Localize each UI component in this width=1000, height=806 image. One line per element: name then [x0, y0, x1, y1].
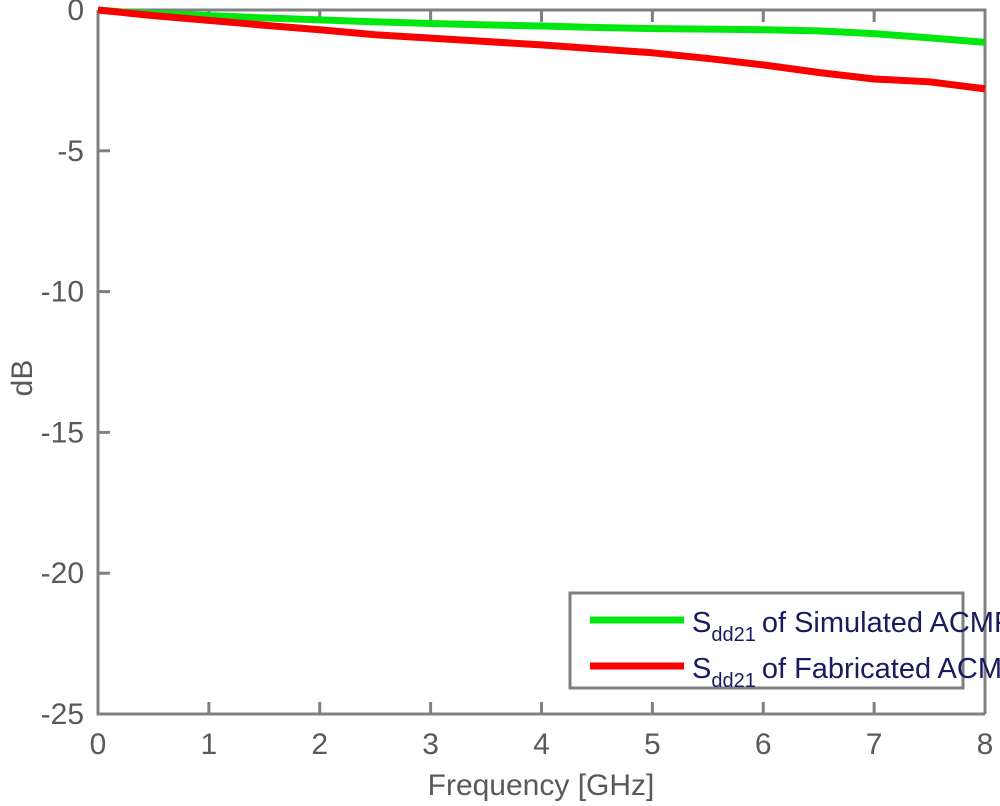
x-tick-label-6: 6 — [755, 728, 772, 761]
x-tick-label-7: 7 — [866, 728, 883, 761]
legend-label-fabricated: Sdd21 of Fabricated ACMF — [692, 653, 1000, 692]
legend-label-fabricated-sub: dd21 — [711, 670, 756, 692]
y-tick-label-0: 0 — [67, 0, 84, 27]
y-tick-label-1: -5 — [57, 135, 84, 168]
x-axis-ticks — [96, 10, 987, 714]
y-axis-tick-labels: 0 -5 -10 -15 -20 -25 — [41, 0, 84, 731]
y-tick-label-3: -15 — [41, 416, 84, 449]
legend-label-simulated-rest: of Simulated ACMF — [762, 607, 1000, 639]
legend-label-simulated: Sdd21 of Simulated ACMF — [692, 607, 1000, 646]
y-axis-ticks — [98, 8, 110, 716]
series-line-0 — [97, 6, 986, 46]
data-series-group — [97, 6, 986, 93]
y-tick-label-4: -20 — [41, 557, 84, 590]
x-tick-label-5: 5 — [644, 728, 661, 761]
chart-legend[interactable]: Sdd21 of Simulated ACMF Sdd21 of Fabricate… — [568, 591, 1000, 692]
legend-box — [568, 591, 965, 690]
legend-label-simulated-sub: dd21 — [711, 624, 756, 646]
x-tick-label-0: 0 — [90, 728, 107, 761]
y-tick-label-5: -25 — [41, 698, 84, 731]
x-tick-label-1: 1 — [201, 728, 218, 761]
x-axis-tick-labels: 0 1 2 3 4 5 6 7 8 — [90, 728, 994, 761]
series-line-1 — [97, 6, 986, 93]
x-tick-label-4: 4 — [533, 728, 550, 761]
x-tick-label-2: 2 — [311, 728, 328, 761]
legend-label-simulated-main: S — [692, 607, 711, 639]
legend-label-fabricated-rest: of Fabricated ACMF — [762, 653, 1000, 685]
x-tick-label-8: 8 — [977, 728, 994, 761]
y-axis-title: dB — [6, 360, 39, 397]
legend-label-fabricated-main: S — [692, 653, 711, 685]
x-axis-title: Frequency [GHz] — [428, 769, 655, 802]
y-tick-label-2: -10 — [41, 276, 84, 309]
x-tick-label-3: 3 — [422, 728, 439, 761]
